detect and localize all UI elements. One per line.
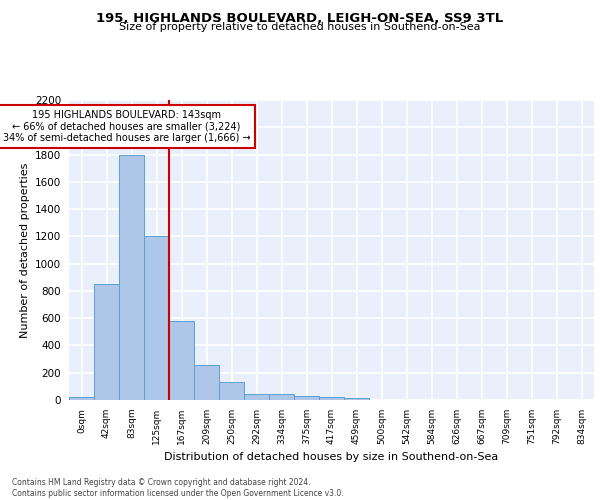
Bar (144, 236, 169, 400)
Bar (344, 398, 369, 400)
Bar (294, 396, 319, 400)
Bar (194, 365, 219, 400)
Text: 195 HIGHLANDS BOULEVARD: 143sqm
← 66% of detached houses are smaller (3,224)
34%: 195 HIGHLANDS BOULEVARD: 143sqm ← 66% of… (2, 110, 250, 142)
Bar (244, 394, 269, 400)
Bar (269, 394, 294, 400)
Bar (219, 382, 244, 400)
Bar (319, 398, 344, 400)
Text: Contains HM Land Registry data © Crown copyright and database right 2024.
Contai: Contains HM Land Registry data © Crown c… (12, 478, 344, 498)
Bar (119, 154, 144, 400)
Bar (94, 284, 119, 400)
Bar (169, 321, 194, 400)
Y-axis label: Number of detached properties: Number of detached properties (20, 162, 29, 338)
X-axis label: Distribution of detached houses by size in Southend-on-Sea: Distribution of detached houses by size … (164, 452, 499, 462)
Text: Size of property relative to detached houses in Southend-on-Sea: Size of property relative to detached ho… (119, 22, 481, 32)
Bar (69, 396, 94, 400)
Text: 195, HIGHLANDS BOULEVARD, LEIGH-ON-SEA, SS9 3TL: 195, HIGHLANDS BOULEVARD, LEIGH-ON-SEA, … (97, 12, 503, 26)
